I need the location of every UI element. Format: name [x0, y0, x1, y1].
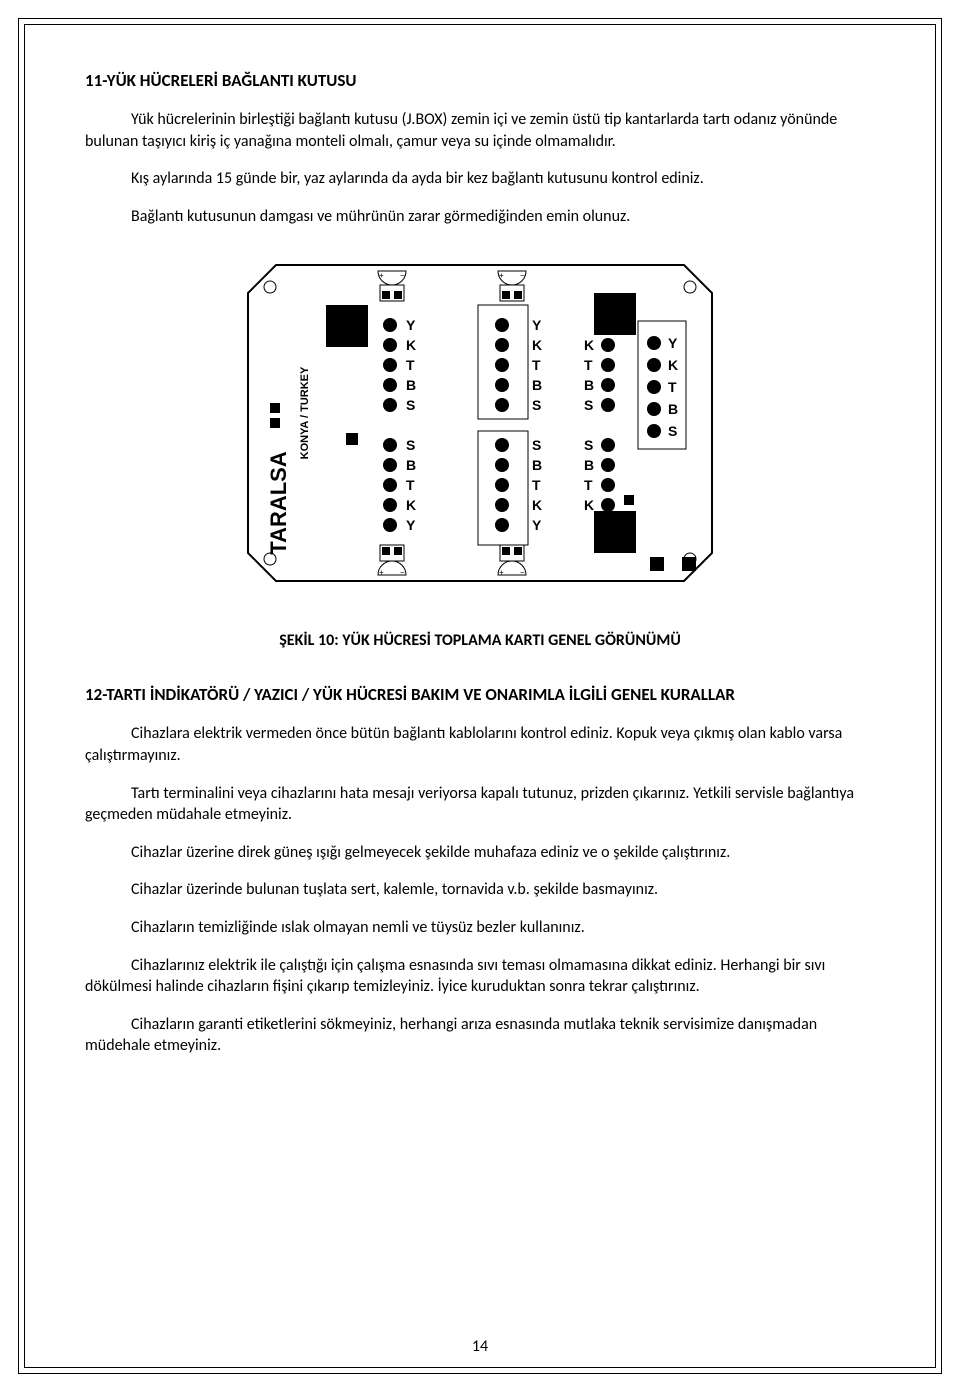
chip-icon [594, 511, 636, 553]
svg-text:S: S [584, 437, 593, 453]
svg-text:+: + [379, 271, 384, 280]
svg-text:S: S [668, 423, 677, 439]
section-12-heading: 12-TARTI İNDİKATÖRÜ / YAZICI / YÜK HÜCRE… [85, 684, 875, 705]
section-12-p6: Cihazlarınız elektrik ile çalıştığı için… [85, 955, 875, 998]
svg-text:+: + [499, 568, 504, 577]
svg-text:K: K [532, 497, 542, 513]
chip-icon [594, 293, 636, 335]
svg-text:T: T [406, 357, 415, 373]
svg-text:T: T [584, 357, 593, 373]
section-11-p2: Kış aylarında 15 günde bir, yaz aylarınd… [85, 168, 875, 190]
page-number: 14 [85, 1337, 875, 1356]
svg-text:+: + [379, 568, 384, 577]
svg-text:B: B [406, 377, 416, 393]
svg-text:S: S [406, 437, 415, 453]
pcb-diagram: TARALSA KONYA / TURKEY +− +− [230, 243, 730, 603]
svg-text:S: S [406, 397, 415, 413]
section-12-p2: Tartı terminalini veya cihazlarını hata … [85, 783, 875, 826]
section-12-p3: Cihazlar üzerine direk güneş ışığı gelme… [85, 842, 875, 864]
svg-text:T: T [584, 477, 593, 493]
svg-text:T: T [532, 357, 541, 373]
svg-text:S: S [532, 437, 541, 453]
svg-text:K: K [668, 357, 678, 373]
pad-icon [270, 418, 280, 428]
section-11-p1: Yük hücrelerinin birleştiği bağlantı kut… [85, 109, 875, 152]
brand-label: TARALSA [266, 452, 291, 556]
figure-10-wrap: TARALSA KONYA / TURKEY +− +− [230, 243, 730, 603]
svg-text:−: − [400, 568, 405, 577]
svg-text:T: T [406, 477, 415, 493]
pad-icon [270, 403, 280, 413]
section-12-p5: Cihazların temizliğinde ıslak olmayan ne… [85, 917, 875, 939]
trimmer-top-icon: +− [498, 271, 526, 301]
chip-icon [326, 305, 368, 347]
trimmer-bottom-icon: +− [378, 545, 406, 577]
svg-text:−: − [520, 568, 525, 577]
svg-text:−: − [520, 271, 525, 280]
svg-text:Y: Y [532, 517, 542, 533]
svg-text:S: S [584, 397, 593, 413]
section-11-p3: Bağlantı kutusunun damgası ve mührünün z… [85, 206, 875, 228]
svg-text:Y: Y [532, 317, 542, 333]
trimmer-top-icon: +− [378, 271, 406, 301]
svg-text:K: K [406, 497, 416, 513]
figure-10-caption: ŞEKİL 10: YÜK HÜCRESİ TOPLAMA KARTI GENE… [85, 631, 875, 650]
svg-text:B: B [406, 457, 416, 473]
svg-text:+: + [499, 271, 504, 280]
section-12-p4: Cihazlar üzerinde bulunan tuşlata sert, … [85, 879, 875, 901]
svg-text:−: − [400, 271, 405, 280]
svg-text:B: B [584, 377, 594, 393]
section-11-heading: 11-YÜK HÜCRELERİ BAĞLANTI KUTUSU [85, 70, 875, 91]
svg-text:K: K [406, 337, 416, 353]
page-content: 11-YÜK HÜCRELERİ BAĞLANTI KUTUSU Yük hüc… [85, 70, 875, 1362]
svg-text:B: B [584, 457, 594, 473]
svg-text:Y: Y [406, 517, 416, 533]
brand-sub-label: KONYA / TURKEY [299, 366, 311, 459]
board-outline-icon [248, 265, 712, 581]
pad-icon [346, 433, 358, 445]
svg-text:T: T [532, 477, 541, 493]
svg-text:Y: Y [668, 335, 678, 351]
svg-text:B: B [532, 377, 542, 393]
trimmer-bottom-icon: +− [498, 545, 526, 577]
pad-icon [682, 557, 696, 571]
section-12-p7: Cihazların garanti etiketlerini sökmeyin… [85, 1014, 875, 1057]
svg-text:B: B [532, 457, 542, 473]
svg-text:K: K [532, 337, 542, 353]
svg-text:Y: Y [406, 317, 416, 333]
svg-text:S: S [532, 397, 541, 413]
svg-text:B: B [668, 401, 678, 417]
svg-text:K: K [584, 337, 594, 353]
pad-icon [650, 557, 664, 571]
section-12-p1: Cihazlara elektrik vermeden önce bütün b… [85, 723, 875, 766]
svg-text:K: K [584, 497, 594, 513]
svg-text:T: T [668, 379, 677, 395]
